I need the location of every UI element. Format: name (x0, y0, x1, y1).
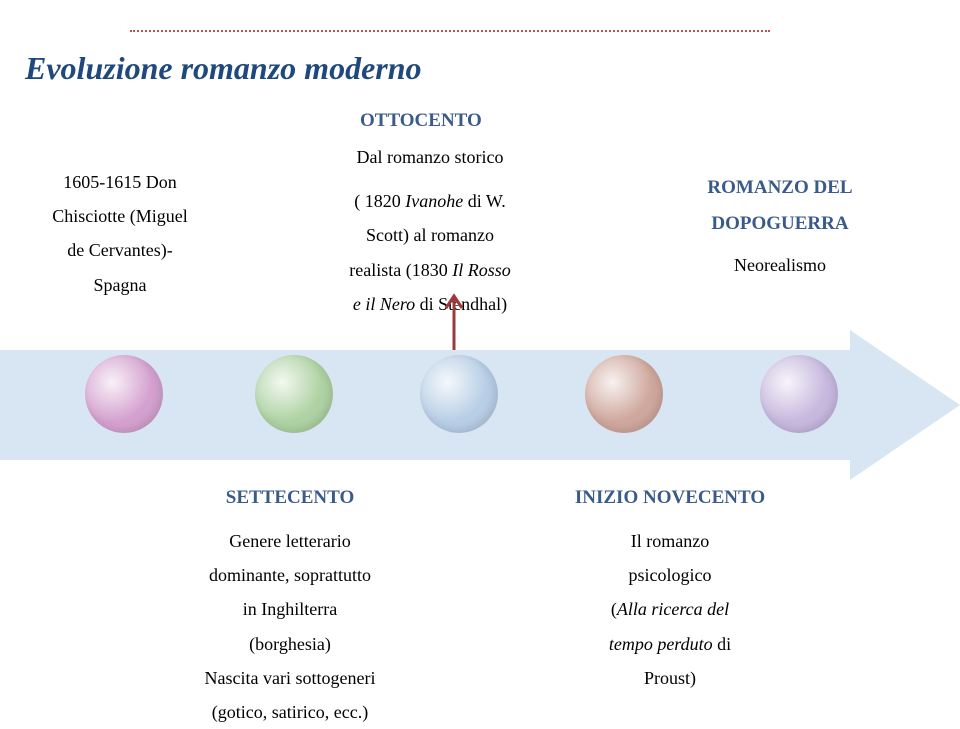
circle-row (0, 355, 960, 455)
text-line: tempo perduto di (560, 627, 780, 661)
century-ottocento: OTTOCENTO (360, 110, 482, 132)
page-title: Evoluzione romanzo moderno (25, 50, 422, 87)
italic-token: Ivanohe (405, 191, 463, 211)
text-line: Neorealismo (680, 248, 880, 282)
text-line: ( 1820 Ivanohe di W. (280, 184, 580, 218)
text-line: 1605-1615 Don (20, 165, 220, 199)
text-line: (borghesia) (150, 627, 430, 661)
text-line: psicologico (560, 558, 780, 592)
block-dopoguerra: ROMANZO DEL DOPOGUERRA Neorealismo (680, 170, 880, 282)
block-ottocento: Dal romanzo storico ( 1820 Ivanohe di W.… (280, 140, 580, 321)
italic-token: e il Nero (353, 294, 415, 314)
century-settecento: SETTECENTO (150, 480, 430, 516)
text-line: de Cervantes)- (20, 233, 220, 267)
ottocento-subtitle: Dal romanzo storico (280, 140, 580, 174)
text-line: dominante, soprattutto (150, 558, 430, 592)
century-dopoguerra: DOPOGUERRA (680, 206, 880, 242)
timeline-circle (85, 355, 163, 433)
text-line: Il romanzo (560, 524, 780, 558)
text-line: Spagna (20, 268, 220, 302)
text-line: e il Nero di Stendhal) (280, 287, 580, 321)
text-line: (gotico, satirico, ecc.) (150, 695, 430, 729)
text-line: realista (1830 Il Rosso (280, 253, 580, 287)
block-settecento: SETTECENTO Genere letterario dominante, … (150, 480, 430, 729)
header-dotted-line (130, 30, 770, 32)
timeline-circle (585, 355, 663, 433)
block-novecento: INIZIO NOVECENTO Il romanzo psicologico … (560, 480, 780, 695)
timeline-circle (420, 355, 498, 433)
stem-up-arrow-icon (440, 290, 468, 360)
text-line: Proust) (560, 661, 780, 695)
century-romanzo-del: ROMANZO DEL (680, 170, 880, 206)
text-line: (Alla ricerca del (560, 592, 780, 626)
text-line: Scott) al romanzo (280, 218, 580, 252)
timeline-circle (760, 355, 838, 433)
italic-token: tempo perduto (609, 634, 713, 654)
bottom-row: SETTECENTO Genere letterario dominante, … (0, 480, 960, 729)
italic-token: Alla ricerca del (617, 599, 729, 619)
timeline-circle (255, 355, 333, 433)
century-inizio-novecento: INIZIO NOVECENTO (560, 480, 780, 516)
top-row: 1605-1615 Don Chisciotte (Miguel de Cerv… (0, 140, 960, 330)
block-1605: 1605-1615 Don Chisciotte (Miguel de Cerv… (20, 165, 220, 302)
text-line: in Inghilterra (150, 592, 430, 626)
text-line: Chisciotte (Miguel (20, 199, 220, 233)
text-line: Nascita vari sottogeneri (150, 661, 430, 695)
text-line: Genere letterario (150, 524, 430, 558)
italic-token: Il Rosso (452, 260, 511, 280)
